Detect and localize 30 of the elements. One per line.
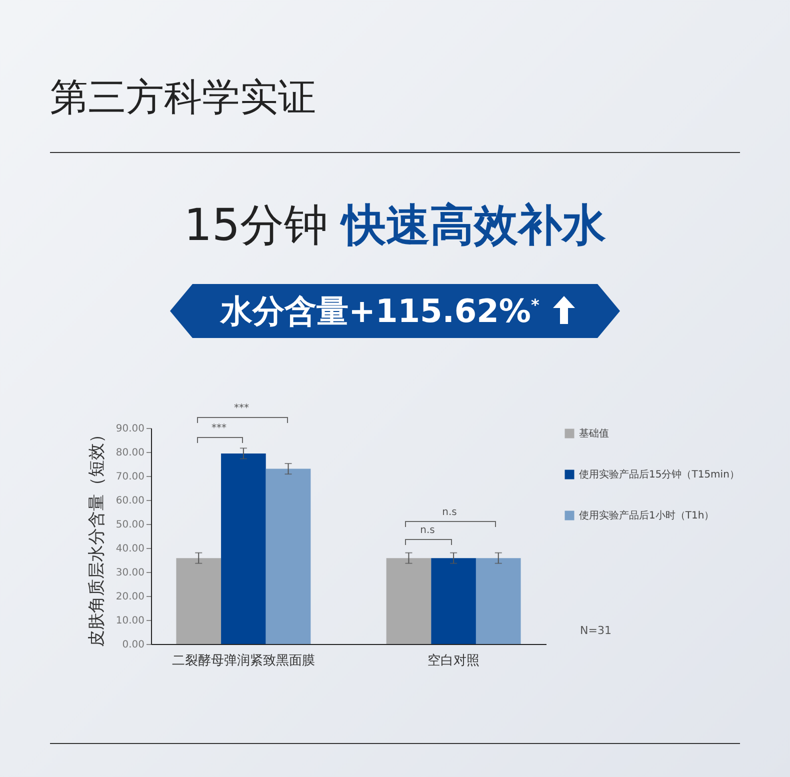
y-tick-label: 80.00 — [116, 448, 144, 458]
y-tick-label: 30.00 — [116, 568, 144, 578]
y-tick-label: 0.00 — [122, 640, 144, 650]
annotation: n.s — [419, 525, 436, 536]
chart-title: 第三方科学实证 — [50, 74, 316, 121]
text: 水分含量+115.62%$^{*}$ — [218, 291, 540, 332]
x-tick-label: 二裂酵母弹润紧致黑面膜 — [172, 654, 315, 668]
bar — [221, 453, 266, 644]
bar — [386, 558, 432, 644]
chart-subtitle: 15分钟 快速高效补水 — [183, 199, 607, 253]
bar — [431, 558, 476, 644]
y-axis-title: 皮肤角质层水分含量（短效） — [86, 426, 107, 647]
y-tick-label: 20.00 — [116, 592, 144, 602]
bar — [176, 558, 222, 644]
legend-label: 基础值 — [579, 428, 609, 440]
bar — [476, 558, 521, 644]
annotation: *** — [210, 423, 228, 434]
y-tick-label: 90.00 — [116, 424, 144, 434]
y-tick-label: 10.00 — [116, 616, 144, 626]
text: N=31 — [580, 624, 612, 637]
legend-label: 使用实验产品后15分钟（T15min） — [579, 468, 740, 480]
y-tick-label: 40.00 — [116, 544, 144, 554]
text: *** — [233, 403, 250, 414]
y-tick-label: 60.00 — [116, 496, 144, 506]
annotation: n.s — [441, 507, 458, 518]
y-tick-label: 70.00 — [116, 472, 144, 482]
x-tick-label: 空白对照 — [428, 654, 480, 668]
y-tick-label: 50.00 — [116, 520, 144, 530]
bar — [266, 468, 311, 644]
legend-label: 使用实验产品后1小时（T1h） — [579, 510, 714, 522]
